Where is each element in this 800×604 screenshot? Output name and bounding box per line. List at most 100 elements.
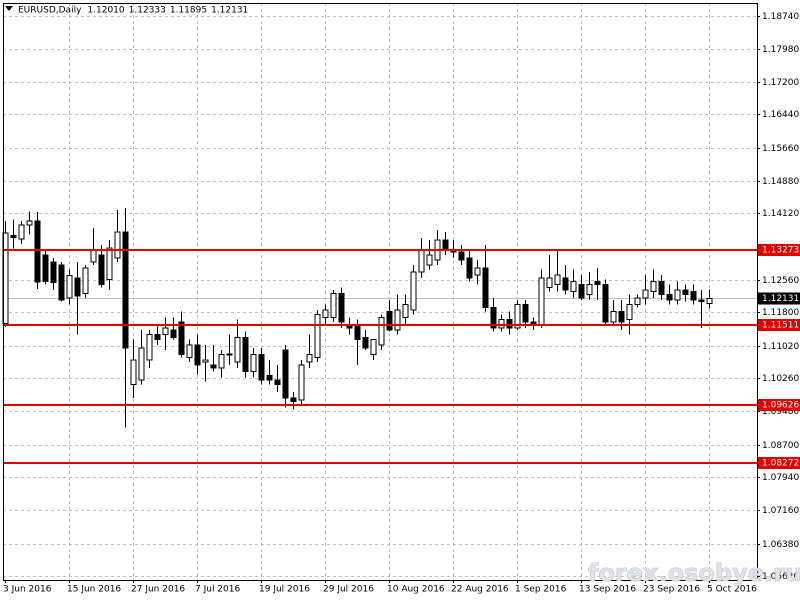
candle-body [250,354,257,373]
candle-body [410,271,417,311]
x-tick-label: 3 Jun 2016 [3,585,52,595]
candle-body [570,281,577,293]
x-tick-label: 1 Sep 2016 [515,585,567,595]
y-tick-label: 1.08700 [762,441,799,451]
candle-body [74,277,81,297]
level-label-bg [758,244,800,256]
candle-body [554,274,561,286]
candle-body [610,311,617,323]
x-tick-label: 19 Jul 2016 [259,585,310,595]
y-tick-label: 1.18740 [762,12,799,22]
candle-body [626,304,633,321]
level-label: 1.08272 [762,459,799,469]
candle-body [226,353,233,356]
bid-label: 1.12131 [762,294,799,304]
candle-body [370,339,377,356]
candle-body [634,297,641,306]
level-label: 1.11511 [762,321,799,331]
candle-body [10,235,17,239]
candle-body [154,334,161,341]
candle-body [490,307,497,329]
candle-body [210,364,217,369]
candle-body [578,284,585,299]
x-tick-label: 15 Jun 2016 [67,585,121,595]
x-tick-label: 13 Sep 2016 [579,585,636,595]
candle-body [90,249,97,263]
candle-body [418,249,425,273]
candle-body [322,309,329,319]
candle-body [218,354,225,369]
candle-body [298,364,305,401]
candle-body [186,344,193,359]
y-tick-label: 1.17200 [762,78,799,88]
candle-body [114,231,121,259]
candle-body [282,349,289,399]
candle-body [562,277,569,291]
candle-body [234,337,241,363]
candle-body [586,284,593,295]
candle-body [514,304,521,329]
x-tick-label: 23 Sep 2016 [643,585,700,595]
candle-body [602,284,609,323]
candle-body [506,319,513,329]
candle-body [698,299,705,303]
candle-body [642,289,649,299]
candle-body [146,334,153,361]
y-tick-label: 1.05620 [762,572,799,582]
y-tick-label: 1.06380 [762,540,799,550]
candle-body [498,319,505,329]
candle-body [258,354,265,381]
candle-body [338,293,345,323]
candle-body [290,397,297,403]
candle-body [306,354,313,363]
y-tick-label: 1.11800 [762,308,799,318]
level-label-bg [758,319,800,331]
candle-body [82,267,89,295]
candle-body [546,277,553,289]
candle-body [658,281,665,295]
plot-frame [3,3,758,581]
y-tick-label: 1.10260 [762,374,799,384]
candle-body [650,281,657,293]
candle-body [362,337,369,349]
candle-body [402,304,409,319]
x-tick-label: 29 Jul 2016 [323,585,374,595]
candle-body [458,251,465,261]
candle-body [522,304,529,323]
y-tick-label: 1.16440 [762,110,799,120]
y-tick-label: 1.07160 [762,506,799,516]
y-tick-label: 1.07940 [762,473,799,483]
candle-body [474,267,481,276]
candle-body [178,321,185,356]
candle-body [666,293,673,301]
x-tick-label: 27 Jun 2016 [131,585,185,595]
bid-label-bg [758,292,800,305]
quote-value: 1.12333 [129,6,166,16]
candle-body [442,239,449,251]
chart-title: EURUSD,Daily [18,6,82,16]
candle-body [314,314,321,359]
candle-body [34,220,41,283]
menu-icon[interactable] [5,6,13,11]
x-tick-label: 5 Oct 2016 [707,585,757,595]
candle-body [426,254,433,266]
candle-body [538,277,545,326]
y-tick-label: 1.14880 [762,177,799,187]
candle-body [130,359,137,386]
candle-body [330,293,337,319]
candle-body [122,231,129,349]
candle-body [706,297,713,304]
candle-body [682,289,689,295]
x-tick-label: 10 Aug 2016 [387,585,445,595]
candle-body [170,329,177,339]
candle-body [50,261,57,284]
candle-body [378,317,385,346]
candle-body [266,375,273,381]
candle-body [138,347,145,381]
level-label: 1.13273 [762,246,799,256]
candle-body [42,254,49,283]
candle-body [386,311,393,331]
y-tick-label: 1.17980 [762,45,799,55]
